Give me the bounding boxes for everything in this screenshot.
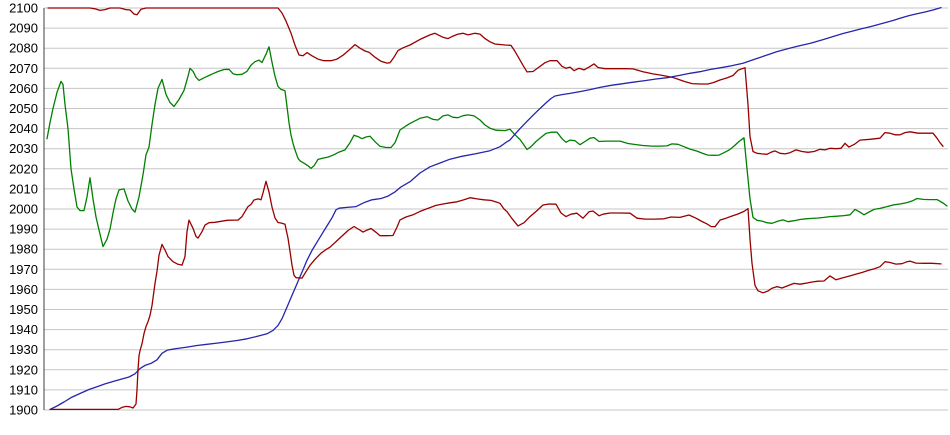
y-tick-label: 2100: [9, 1, 38, 16]
blue-line: [49, 6, 942, 411]
y-tick-label: 1940: [9, 322, 38, 337]
y-tick-label: 1910: [9, 382, 38, 397]
y-tick-label: 2050: [9, 101, 38, 116]
y-tick-label: 1980: [9, 242, 38, 257]
y-tick-label: 2090: [9, 21, 38, 36]
y-tick-label: 1990: [9, 222, 38, 237]
y-tick-label: 2040: [9, 121, 38, 136]
y-tick-label: 1920: [9, 362, 38, 377]
series-lines-layer: [46, 6, 948, 411]
upper-red-line: [47, 7, 944, 155]
y-tick-labels-layer: 1900 1910 1920 1930 1940 1950 1960 1970 1980 1990…: [9, 1, 38, 418]
y-tick-label: 1930: [9, 342, 38, 357]
y-tick-label: 2080: [9, 41, 38, 56]
lower-red-line: [49, 180, 942, 411]
y-tick-label: 2000: [9, 202, 38, 217]
y-tick-label: 2020: [9, 161, 38, 176]
gridlines-layer: [44, 7, 948, 411]
green-line: [46, 46, 948, 248]
y-tick-label: 2010: [9, 181, 38, 196]
y-tick-label: 1960: [9, 282, 38, 297]
y-tick-label: 2030: [9, 141, 38, 156]
y-tick-label: 2060: [9, 81, 38, 96]
y-tick-label: 1950: [9, 302, 38, 317]
y-tick-label: 2070: [9, 61, 38, 76]
y-tick-label: 1970: [9, 262, 38, 277]
y-tick-label: 1900: [9, 403, 38, 418]
